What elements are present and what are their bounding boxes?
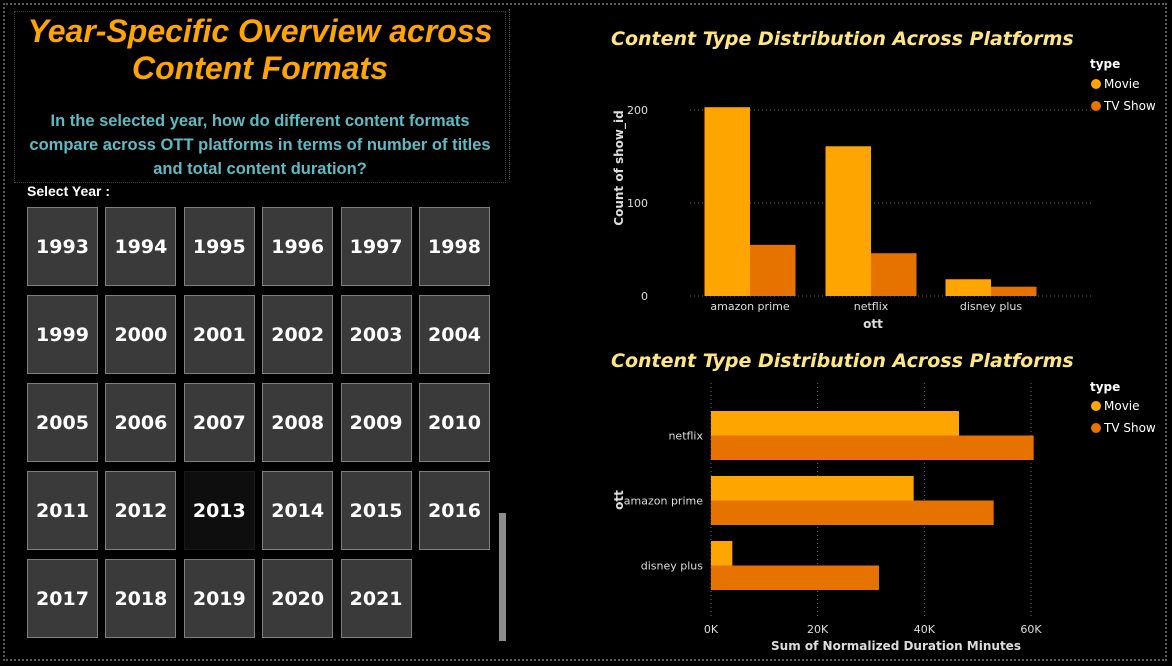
year-tile-2015[interactable]: 2015 <box>340 471 412 550</box>
year-tile-2020[interactable]: 2020 <box>262 559 334 638</box>
year-tile-2019[interactable]: 2019 <box>183 559 255 638</box>
year-tile-1996[interactable]: 1996 <box>262 207 334 286</box>
year-tile-2009[interactable]: 2009 <box>340 383 412 462</box>
header-panel <box>14 11 506 183</box>
question-line-3: and total content duration? <box>153 160 367 178</box>
year-tile-1994[interactable]: 1994 <box>105 207 177 286</box>
year-tile-2017[interactable]: 2017 <box>27 559 98 638</box>
question-line-1: In the selected year, how do different c… <box>50 112 470 130</box>
year-tile-2010[interactable]: 2010 <box>419 383 490 462</box>
year-tile-1998[interactable]: 1998 <box>419 207 490 286</box>
year-tile-2000[interactable]: 2000 <box>105 295 177 374</box>
year-tile-2011[interactable]: 2011 <box>27 471 98 550</box>
bar-chart-title: Content Type Distribution Across Platfor… <box>611 28 1074 50</box>
analysis-question: In the selected year, how do different c… <box>14 109 506 181</box>
year-tile-2013[interactable]: 2013 <box>183 471 255 550</box>
year-tile-2016[interactable]: 2016 <box>419 471 490 550</box>
year-tile-2012[interactable]: 2012 <box>105 471 177 550</box>
year-tile-1997[interactable]: 1997 <box>340 207 412 286</box>
year-tile-2014[interactable]: 2014 <box>262 471 334 550</box>
year-tile-1995[interactable]: 1995 <box>183 207 255 286</box>
year-tile-1993[interactable]: 1993 <box>27 207 98 286</box>
year-tile-2007[interactable]: 2007 <box>183 383 255 462</box>
hbar-chart-title: Content Type Distribution Across Platfor… <box>611 350 1074 372</box>
page-title-line-1: Year-Specific Overview across <box>27 13 493 49</box>
question-line-2: compare across OTT platforms in terms of… <box>29 136 491 154</box>
year-tile-2004[interactable]: 2004 <box>419 295 490 374</box>
year-tile-2018[interactable]: 2018 <box>105 559 177 638</box>
year-tile-2008[interactable]: 2008 <box>262 383 334 462</box>
year-tile-2021[interactable]: 2021 <box>340 559 412 638</box>
page-title: Year-Specific Overview across Content Fo… <box>14 13 506 87</box>
slicer-scrollbar[interactable] <box>499 513 506 641</box>
year-tile-2006[interactable]: 2006 <box>105 383 177 462</box>
page-title-line-2: Content Formats <box>132 50 388 86</box>
select-year-label: Select Year : <box>27 183 111 199</box>
year-tile-1999[interactable]: 1999 <box>27 295 98 374</box>
year-tile-2002[interactable]: 2002 <box>262 295 334 374</box>
dashboard-frame <box>3 3 1167 661</box>
year-tile-2005[interactable]: 2005 <box>27 383 98 462</box>
year-tile-2001[interactable]: 2001 <box>183 295 255 374</box>
year-tile-2003[interactable]: 2003 <box>340 295 412 374</box>
panel-divider <box>509 9 510 179</box>
